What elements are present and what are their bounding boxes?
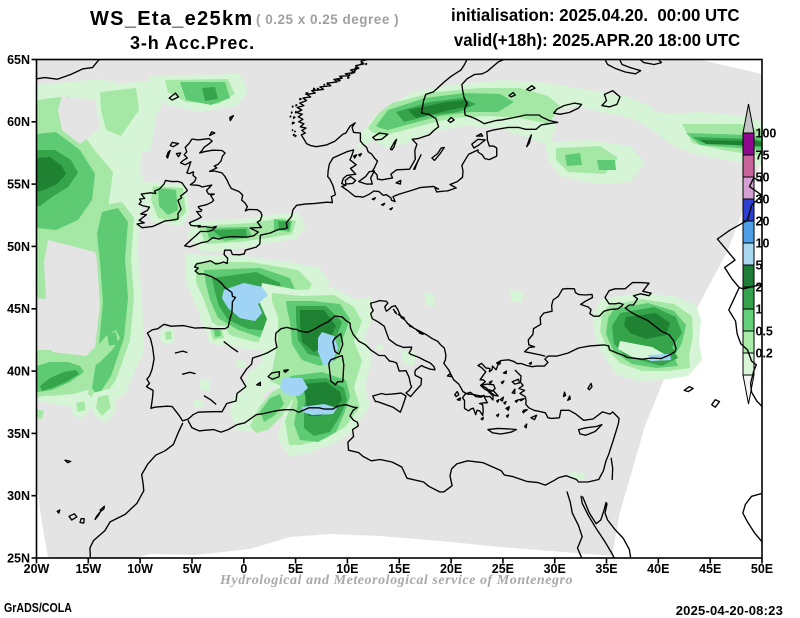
svg-text:25N: 25N [7, 551, 30, 565]
svg-text:50N: 50N [7, 240, 30, 254]
svg-text:45E: 45E [699, 562, 721, 576]
svg-text:10E: 10E [336, 562, 358, 576]
svg-text:50E: 50E [751, 562, 773, 576]
svg-text:25E: 25E [492, 562, 514, 576]
svg-text:30N: 30N [7, 489, 30, 503]
svg-text:0.2: 0.2 [756, 347, 773, 361]
svg-text:45N: 45N [7, 302, 30, 316]
svg-text:30E: 30E [544, 562, 566, 576]
svg-text:2: 2 [756, 281, 763, 295]
svg-text:35N: 35N [7, 427, 30, 441]
svg-text:1: 1 [756, 303, 763, 317]
svg-text:40E: 40E [647, 562, 669, 576]
svg-text:15E: 15E [388, 562, 410, 576]
svg-text:35E: 35E [595, 562, 617, 576]
svg-text:65N: 65N [7, 53, 30, 67]
svg-text:10W: 10W [127, 562, 153, 576]
svg-text:40N: 40N [7, 365, 30, 379]
svg-text:20E: 20E [440, 562, 462, 576]
svg-text:0: 0 [240, 562, 247, 576]
svg-text:5E: 5E [288, 562, 303, 576]
svg-text:20W: 20W [24, 562, 50, 576]
svg-text:0.5: 0.5 [756, 325, 773, 339]
svg-text:55N: 55N [7, 178, 30, 192]
svg-text:15W: 15W [75, 562, 101, 576]
svg-text:60N: 60N [7, 115, 30, 129]
svg-text:100: 100 [756, 127, 777, 141]
svg-text:5: 5 [756, 259, 763, 273]
svg-text:5W: 5W [183, 562, 202, 576]
